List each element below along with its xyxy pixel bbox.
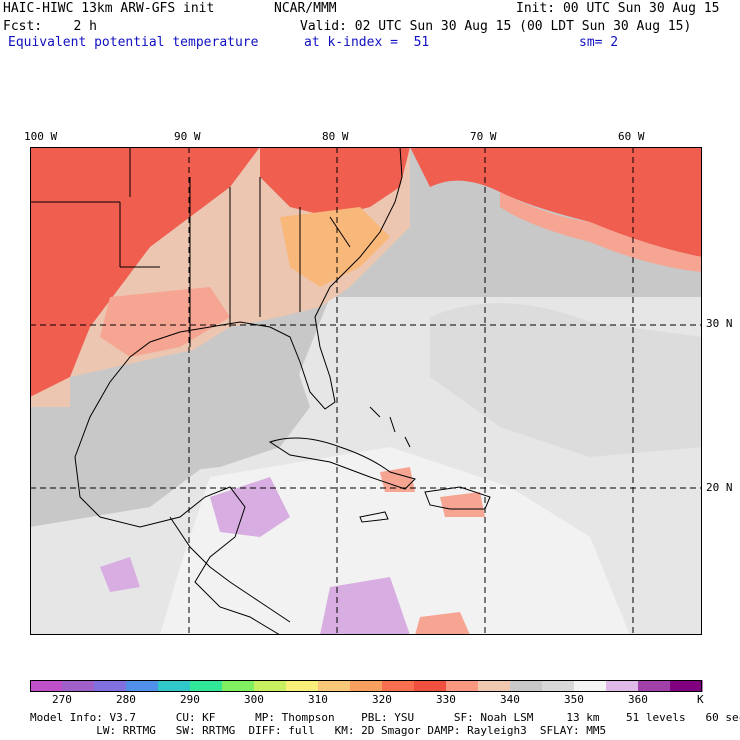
colorbar-frame — [30, 680, 702, 692]
colorbar-tick-labels: 270 280 290 300 310 320 330 340 350 360 — [0, 694, 740, 708]
colorbar-swatch — [286, 680, 319, 692]
level-label: at k-index = 51 — [304, 35, 430, 50]
lavender-patch-yucatan — [210, 477, 290, 537]
colorbar-tick-label: 300 — [244, 693, 264, 706]
gulf-of-mexico-field — [70, 342, 310, 477]
colorbar-tick-label: 280 — [116, 693, 136, 706]
salmon-patch-south-caribbean — [415, 612, 470, 635]
lat-lon-grid — [30, 147, 702, 635]
forecast-hour: Fcst: 2 h — [3, 19, 97, 34]
colorbar-tick-label: 330 — [436, 693, 456, 706]
colorbar-swatch — [254, 680, 287, 692]
lavender-patch-caribbean — [320, 577, 410, 635]
colorbar-tick-label: 340 — [500, 693, 520, 706]
colorbar-swatch — [62, 680, 95, 692]
colorbar-swatch — [382, 680, 415, 692]
lon-label-70w: 70 W — [470, 130, 497, 143]
colorbar-swatch — [190, 680, 223, 692]
colorbar-swatch — [510, 680, 543, 692]
red-zone-northeast — [410, 147, 702, 257]
colorbar-swatch — [414, 680, 447, 692]
colorbar-swatch — [30, 680, 63, 692]
coastlines — [30, 147, 491, 635]
model-info-line2: LW: RRTMG SW: RRTMG DIFF: full KM: 2D Sm… — [30, 724, 607, 737]
model-title: HAIC-HIWC 13km ARW-GFS init — [3, 1, 215, 16]
salmon-patch-hispaniola — [440, 492, 485, 517]
salmon-patch-cuba — [380, 467, 415, 492]
colorbar-swatch — [574, 680, 607, 692]
colorbar-swatch — [158, 680, 191, 692]
lon-label-60w: 60 W — [618, 130, 645, 143]
equivalent-potential-temperature-map — [30, 147, 702, 635]
colorbar-swatch — [350, 680, 383, 692]
lon-label-80w: 80 W — [322, 130, 349, 143]
org-label: NCAR/MMM — [274, 1, 337, 16]
colorbar-swatch — [318, 680, 351, 692]
model-info-line1: Model Info: V3.7 CU: KF MP: Thompson PBL… — [30, 711, 740, 724]
colorbar-swatch — [94, 680, 127, 692]
colorbar-tick-label: 290 — [180, 693, 200, 706]
map-frame — [30, 147, 702, 635]
orange-zone-southeast — [280, 207, 390, 287]
atlantic-gray-zone — [430, 303, 702, 457]
colorbar-swatch — [542, 680, 575, 692]
lon-label-90w: 90 W — [174, 130, 201, 143]
field-name: Equivalent potential temperature — [8, 35, 259, 50]
colorbar-swatch — [638, 680, 671, 692]
colorbar-tick-label: 360 — [628, 693, 648, 706]
colorbar-tick-label: 320 — [372, 693, 392, 706]
colorbar — [30, 680, 703, 692]
red-zone-carolinas — [260, 147, 410, 217]
colorbar-tick-label: 350 — [564, 693, 584, 706]
init-time: Init: 00 UTC Sun 30 Aug 15 — [516, 1, 720, 16]
colorbar-swatch — [670, 680, 703, 692]
lat-label-30n: 30 N — [706, 317, 733, 330]
colorbar-swatch — [606, 680, 639, 692]
colorbar-swatch — [446, 680, 479, 692]
colorbar-tick-label: 270 — [52, 693, 72, 706]
salmon-fringe-northeast — [500, 192, 702, 272]
lat-label-20n: 20 N — [706, 481, 733, 494]
lavender-patch-central-america — [100, 557, 140, 592]
valid-time: Valid: 02 UTC Sun 30 Aug 15 (00 LDT Sun … — [300, 19, 692, 34]
red-zone-west — [30, 147, 260, 397]
colorbar-swatch — [478, 680, 511, 692]
lon-label-100w: 100 W — [24, 130, 58, 143]
colorbar-swatch — [222, 680, 255, 692]
colorbar-swatch — [126, 680, 159, 692]
salmon-zone-gulf-coast — [100, 287, 230, 357]
colorbar-tick-label: 310 — [308, 693, 328, 706]
smoothing-label: sm= 2 — [579, 35, 619, 50]
colorbar-unit: K — [697, 693, 704, 706]
